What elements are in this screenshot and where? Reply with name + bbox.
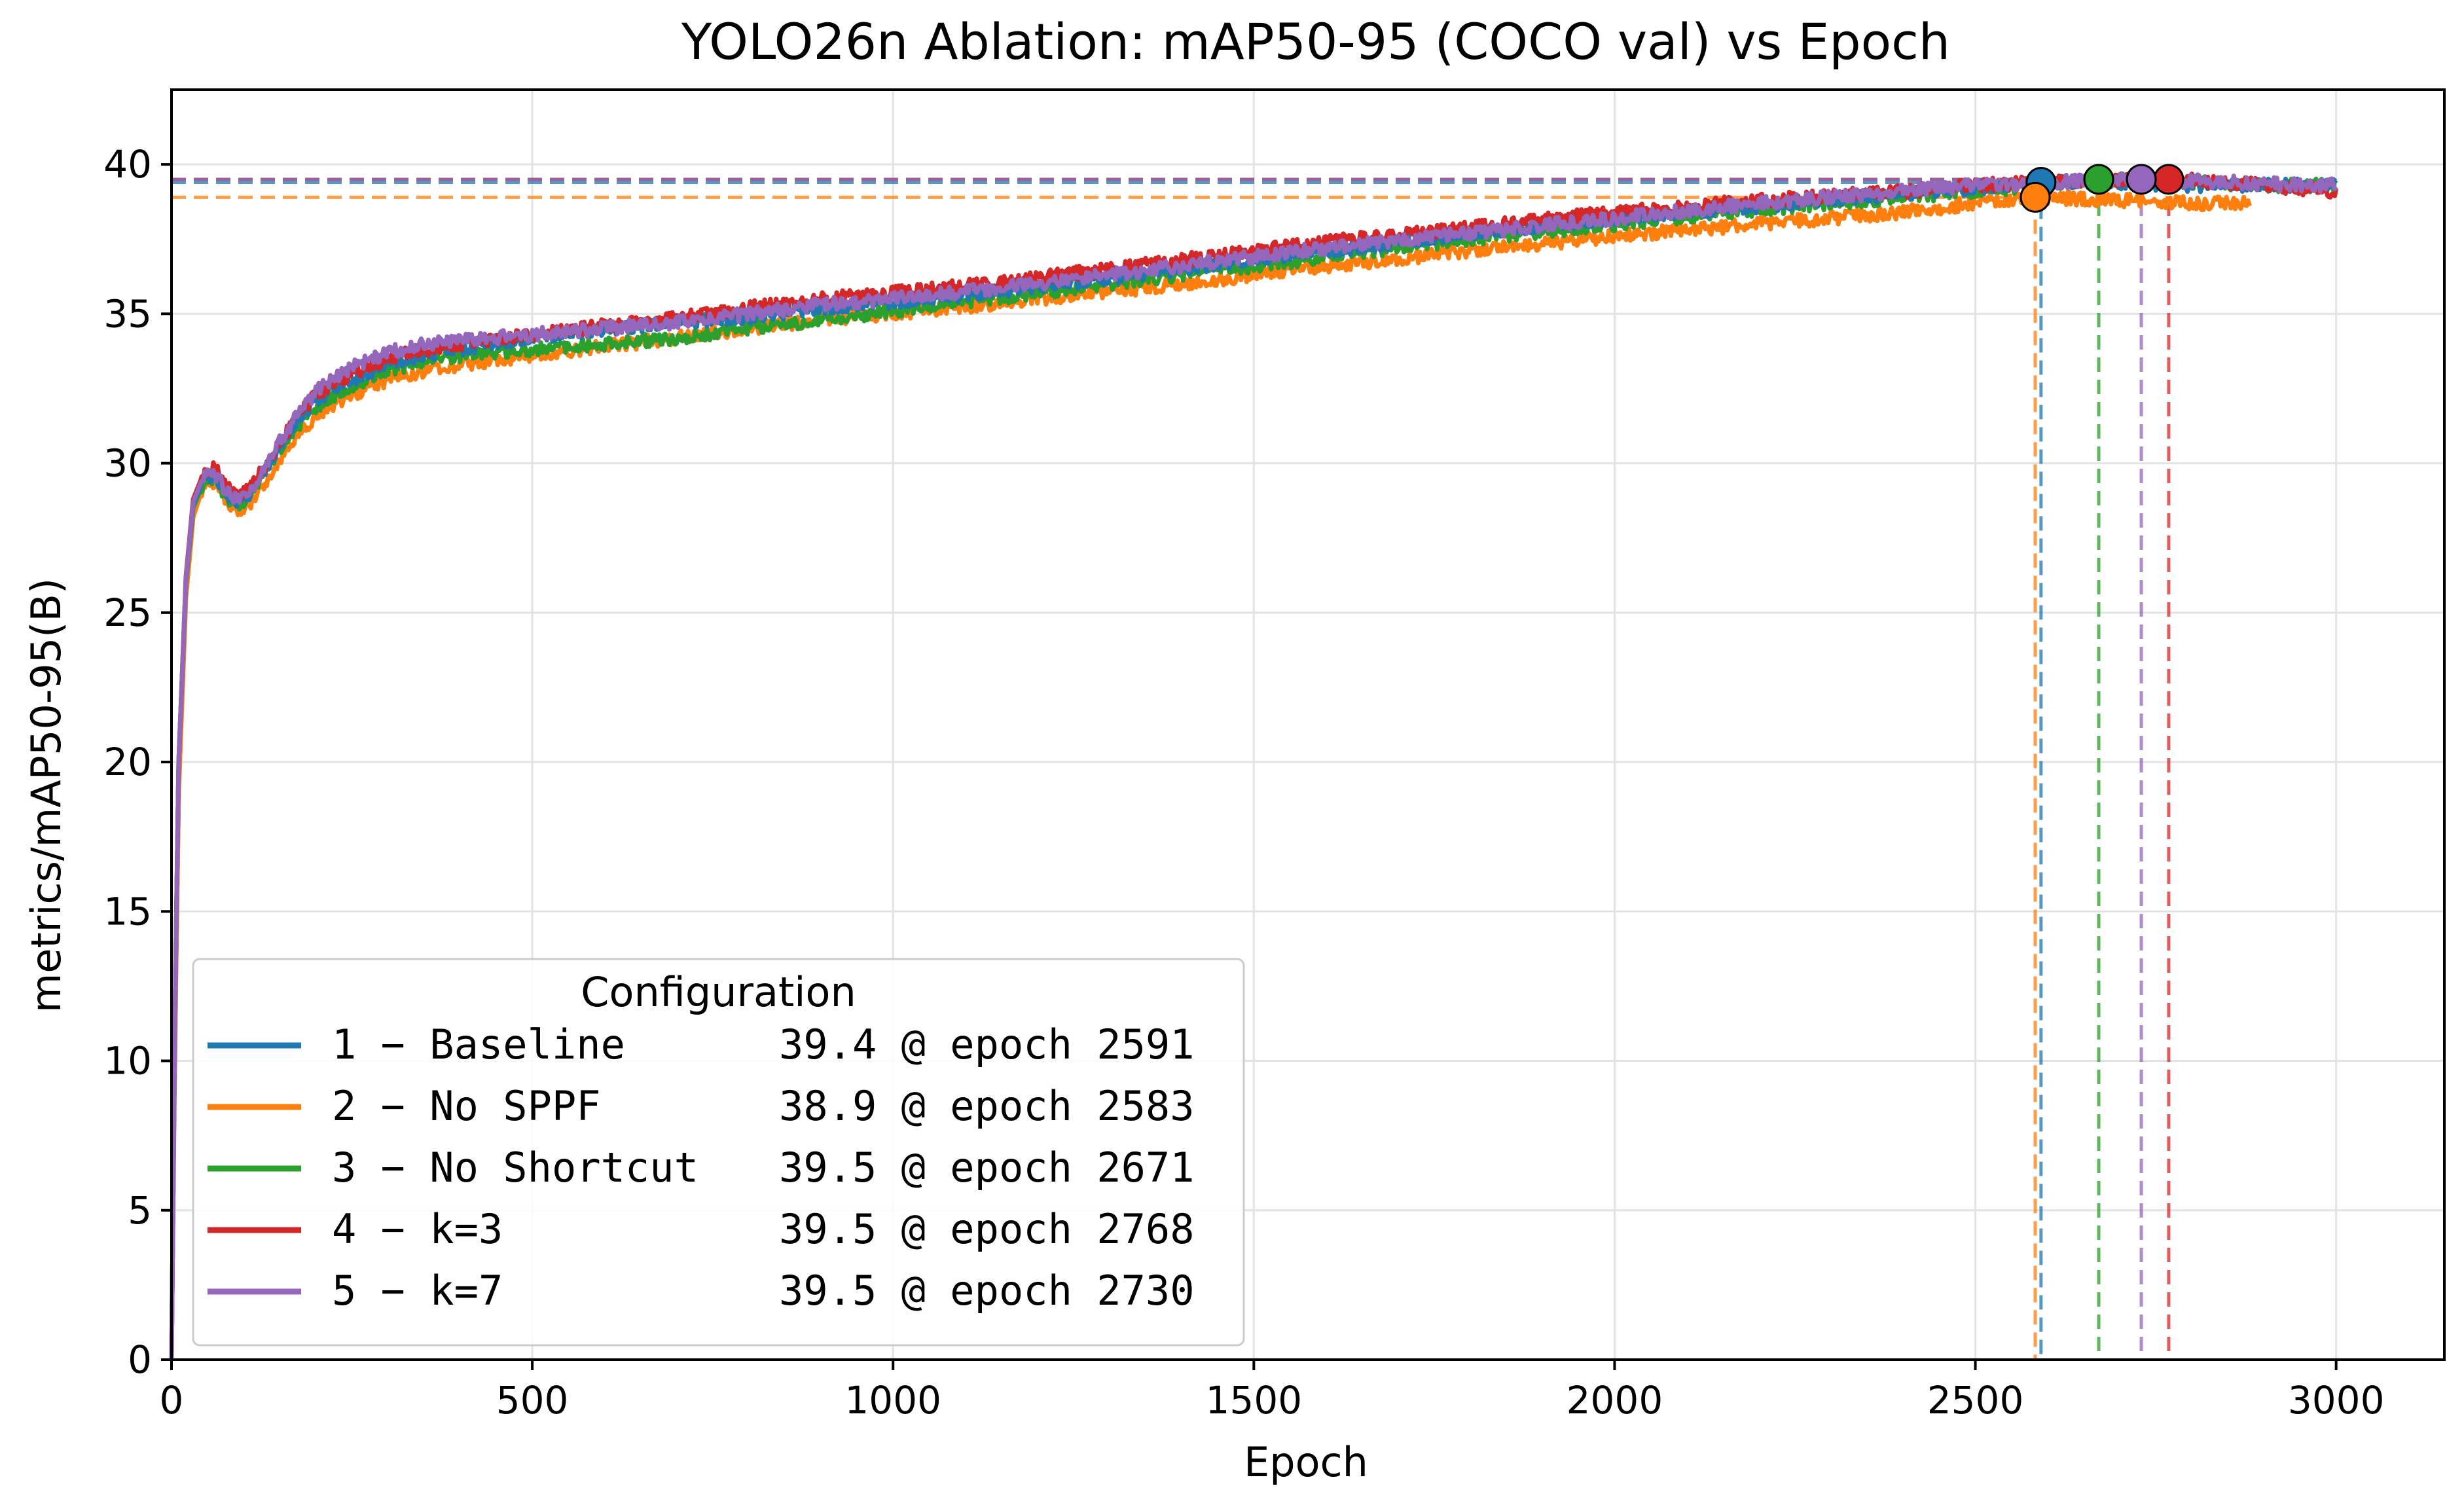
legend-series-name: 1 − Baseline [332,1021,625,1068]
y-tick-label: 30 [103,441,152,486]
series-lines [169,170,2339,1360]
legend-series-name: 3 − No Shortcut [332,1144,698,1191]
series-line [169,171,2338,1360]
y-tick-label: 0 [128,1337,152,1382]
y-tick-label: 20 [103,740,152,784]
x-tick-label: 3000 [2288,1378,2385,1423]
x-tick-label: 2000 [1567,1378,1663,1423]
legend-box [192,958,1245,1347]
y-axis-label: metrics/mAP50-95(B) [22,578,70,1013]
x-tick-label: 0 [160,1378,184,1423]
legend-series-name: 4 − k=3 [332,1205,503,1253]
plot-frame [170,88,2446,1361]
x-tick-label: 2500 [1927,1378,2024,1423]
legend-entries: 1 − Baseline 39.4 @ epoch 2591 2 − No SPPF… [208,1021,1195,1315]
best-point-marker [2153,164,2184,195]
legend: Configuration 1 − Baseline 39.4 @ epoch 2… [192,958,1245,1347]
y-tick-label: 25 [103,590,152,635]
best-point-marker [2083,164,2114,195]
legend-series-summary: 39.4 @ epoch 2591 [779,1021,1195,1068]
legend-series-summary: 39.5 @ epoch 2671 [779,1144,1195,1191]
best-markers [2020,164,2184,213]
legend-series-name: 2 − No SPPF [332,1082,601,1130]
x-tick-label: 1000 [844,1378,941,1423]
x-axis-label: Epoch [1244,1438,1368,1486]
best-point-marker [2020,181,2051,213]
legend-series-summary: 39.5 @ epoch 2730 [779,1267,1195,1315]
x-tick-label: 1500 [1206,1378,1303,1423]
y-tick-label: 40 [103,142,152,187]
legend-title: Configuration [581,968,856,1016]
legend-series-summary: 38.9 @ epoch 2583 [779,1082,1195,1130]
y-tick-label: 35 [103,291,152,336]
y-axis-ticks: 0 5 10 15 20 25 30 35 40 [103,142,172,1382]
y-tick-label: 10 [103,1039,152,1083]
best-point-marker [2126,164,2157,195]
y-tick-label: 5 [128,1188,152,1233]
best-reference-lines [172,177,2171,1360]
chart-title: YOLO26n Ablation: mAP50-95 (COCO val) vs… [681,12,1950,71]
y-tick-label: 15 [103,889,152,934]
x-tick-label: 500 [496,1378,569,1423]
legend-series-name: 5 − k=7 [332,1267,503,1315]
legend-series-summary: 39.5 @ epoch 2768 [779,1205,1195,1253]
x-axis-ticks: 0 500 1000 1500 2000 2500 3000 [160,1360,2385,1423]
